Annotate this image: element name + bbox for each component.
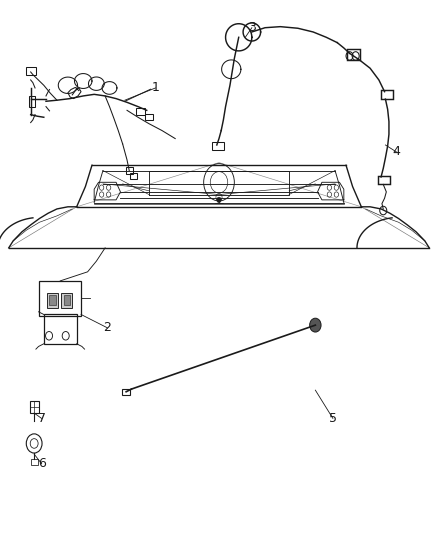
- Bar: [378, 176, 390, 184]
- Text: 1: 1: [152, 82, 159, 94]
- Bar: [145, 114, 153, 120]
- Bar: [47, 293, 58, 308]
- Bar: [64, 295, 70, 305]
- Text: 4: 4: [392, 146, 400, 158]
- Bar: [347, 49, 360, 60]
- Text: 6: 6: [38, 457, 46, 470]
- Bar: [44, 314, 77, 344]
- Circle shape: [310, 318, 321, 332]
- Bar: [136, 108, 145, 115]
- Text: 3: 3: [248, 21, 256, 34]
- Bar: [31, 459, 38, 465]
- Bar: [26, 67, 36, 75]
- Text: 7: 7: [38, 412, 46, 425]
- Text: 2: 2: [103, 321, 111, 334]
- Circle shape: [217, 197, 221, 203]
- Bar: [381, 90, 393, 99]
- Bar: [49, 295, 56, 305]
- Bar: [212, 142, 224, 150]
- Text: 5: 5: [329, 412, 337, 425]
- Bar: [29, 96, 35, 107]
- Bar: [30, 401, 39, 413]
- Bar: [130, 173, 137, 179]
- Bar: [126, 167, 133, 174]
- Bar: [122, 389, 130, 395]
- Bar: [39, 281, 81, 316]
- Bar: [61, 293, 72, 308]
